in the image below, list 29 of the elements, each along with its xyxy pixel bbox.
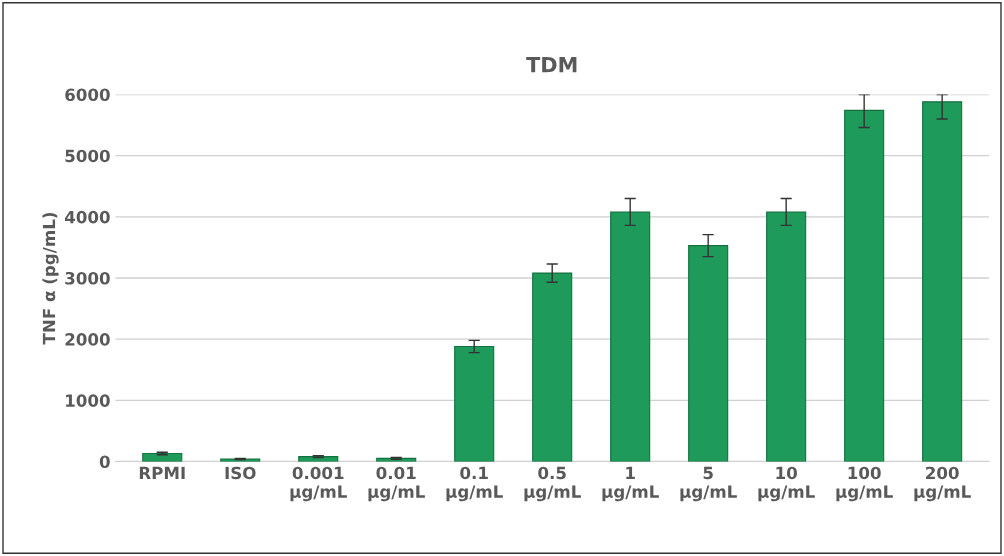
y-tick-label: 4000 bbox=[64, 210, 110, 224]
x-tick-label: 100 μg/mL bbox=[836, 466, 893, 502]
y-tick-label: 5000 bbox=[65, 149, 110, 163]
x-tick-label: 1 μg/mL bbox=[602, 466, 659, 502]
bar bbox=[532, 272, 573, 462]
bar bbox=[922, 101, 963, 462]
x-tick-label: 0.5 μg/mL bbox=[524, 466, 581, 502]
y-tick-label: 2000 bbox=[65, 333, 110, 346]
x-tick-label: 5 μg/mL bbox=[680, 466, 737, 502]
bar bbox=[454, 345, 495, 462]
x-tick-label: 0.1 μg/mL bbox=[446, 466, 503, 502]
bar bbox=[766, 211, 807, 462]
x-tick-label: 10 μg/mL bbox=[758, 466, 815, 502]
y-tick-label: 3000 bbox=[65, 271, 110, 285]
bar bbox=[298, 456, 339, 462]
x-tick-label: RPMI bbox=[139, 466, 185, 480]
chart-title: TDM bbox=[526, 57, 577, 73]
bar bbox=[142, 452, 183, 462]
y-tick-label: 1000 bbox=[66, 394, 110, 407]
bar bbox=[610, 211, 651, 462]
x-tick-label: ISO bbox=[225, 466, 256, 480]
bar bbox=[844, 109, 885, 462]
x-tick-label: 200 μg/mL bbox=[914, 466, 971, 502]
y-axis-title: TNF α (pg/mL) bbox=[42, 212, 59, 345]
y-tick-label: 0 bbox=[99, 455, 110, 469]
x-tick-label: 0.01 μg/mL bbox=[368, 466, 425, 502]
y-tick-label: 6000 bbox=[65, 88, 110, 102]
x-tick-label: 0.001 μg/mL bbox=[290, 466, 347, 502]
bar bbox=[688, 245, 729, 462]
